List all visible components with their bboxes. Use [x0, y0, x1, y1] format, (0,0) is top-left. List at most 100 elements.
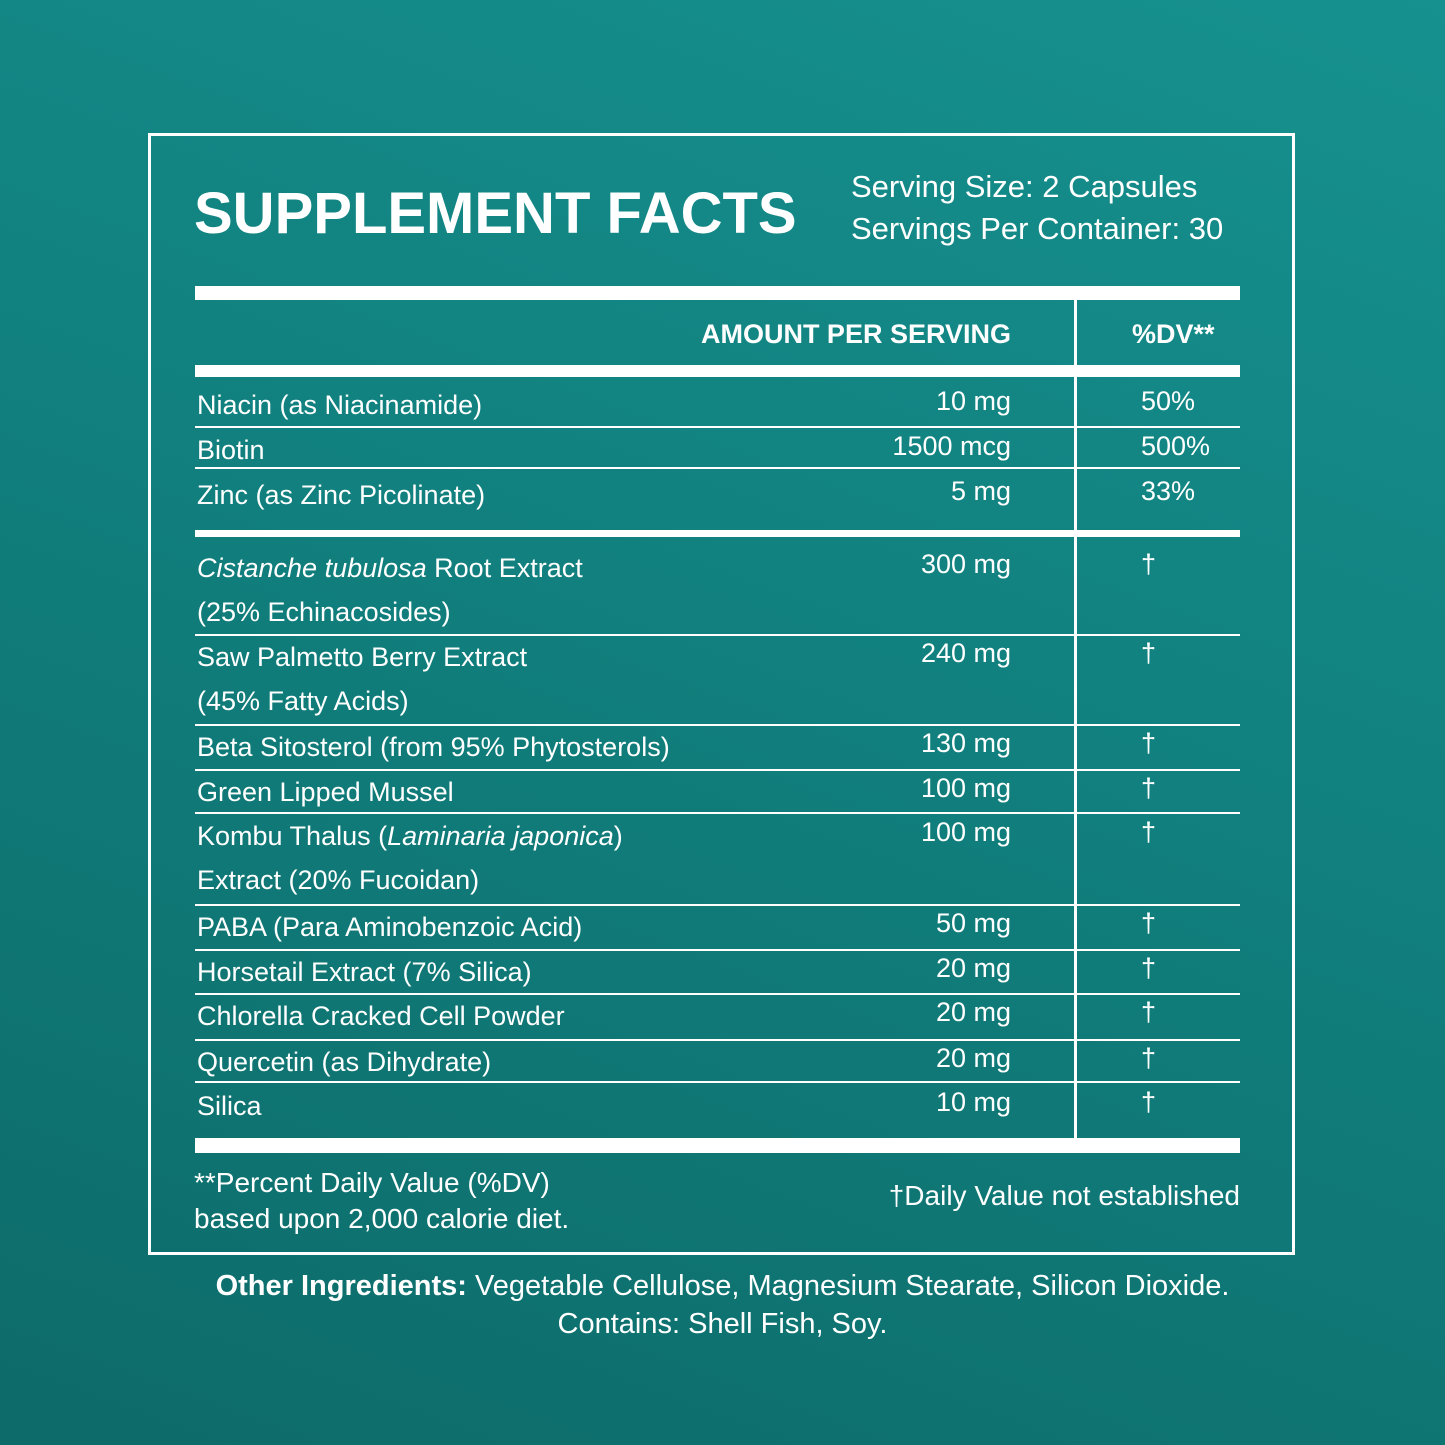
row-divider — [195, 1039, 1240, 1041]
ingredient-row: Zinc (as Zinc Picolinate) 5 mg 33% — [195, 468, 1240, 530]
ingredient-amount: 1500 mcg — [892, 431, 1011, 461]
dv-footnote-line2: based upon 2,000 calorie diet. — [194, 1203, 570, 1234]
row-divider — [195, 904, 1240, 906]
ingredient-name-line: Cistanche tubulosa Root Extract — [197, 546, 583, 590]
ingredient-amount: 300 mg — [920, 549, 1011, 579]
ingredient-name-segment: PABA (Para Aminobenzoic Acid) — [197, 912, 583, 942]
ingredient-row: Cistanche tubulosa Root Extract (25% Echi… — [195, 537, 1240, 635]
ingredient-row: Beta Sitosterol (from 95% Phytosterols) 1… — [195, 725, 1240, 770]
row-divider — [195, 1081, 1240, 1083]
ingredient-daily-value: 500% — [1141, 431, 1211, 461]
allergen-statement: Contains: Shell Fish, Soy. — [557, 1308, 888, 1340]
ingredient-name-line: Quercetin (as Dihydrate) — [197, 1040, 491, 1084]
ingredient-name: Silica — [197, 1084, 262, 1128]
ingredient-daily-value: † — [1141, 817, 1157, 847]
ingredient-name-segment: Saw Palmetto Berry Extract — [197, 642, 528, 672]
ingredient-daily-value: † — [1141, 953, 1157, 983]
ingredient-name: Cistanche tubulosa Root Extract (25% Echi… — [197, 546, 583, 634]
ingredient-daily-value: † — [1141, 1087, 1157, 1117]
ingredient-row: Saw Palmetto Berry Extract (45% Fatty Aci… — [195, 635, 1240, 725]
ingredient-amount: 20 mg — [935, 953, 1011, 983]
row-divider — [195, 769, 1240, 771]
ingredient-name-segment: Horsetail Extract (7% Silica) — [197, 957, 532, 987]
ingredient-name-line: Niacin (as Niacinamide) — [197, 387, 482, 423]
ingredient-amount: 20 mg — [935, 997, 1011, 1027]
ingredient-name: Saw Palmetto Berry Extract (45% Fatty Aci… — [197, 635, 527, 723]
row-divider — [195, 724, 1240, 726]
ingredient-name: Quercetin (as Dihydrate) — [197, 1040, 491, 1084]
ingredient-amount: 10 mg — [935, 1087, 1011, 1117]
other-ingredients-label: Other Ingredients: — [215, 1270, 467, 1302]
panel-title: SUPPLEMENT FACTS — [194, 181, 797, 246]
other-ingredients: Other Ingredients: Vegetable Cellulose, … — [0, 1267, 1445, 1343]
ingredient-name-line: Silica — [197, 1084, 262, 1128]
ingredient-name: Niacin (as Niacinamide) — [197, 387, 482, 423]
row-divider — [195, 812, 1240, 814]
ingredient-amount: 5 mg — [950, 476, 1011, 506]
dv-footnote: **Percent Daily Value (%DV) based upon 2… — [194, 1165, 569, 1237]
ingredient-name-line: Zinc (as Zinc Picolinate) — [197, 477, 485, 513]
ingredient-name-line: Extract (20% Fucoidan) — [197, 858, 623, 902]
ingredient-name-segment: Green Lipped Mussel — [197, 777, 454, 807]
ingredient-name-segment: Zinc (as Zinc Picolinate) — [197, 480, 486, 510]
ingredient-name-line: Horsetail Extract (7% Silica) — [197, 950, 532, 994]
ingredient-daily-value: † — [1141, 728, 1157, 758]
ingredient-amount: 240 mg — [920, 638, 1011, 668]
ingredient-daily-value: † — [1141, 908, 1157, 938]
ingredient-name: Green Lipped Mussel — [197, 770, 454, 814]
header-divider-bar — [195, 365, 1240, 377]
other-ingredients-text: Vegetable Cellulose, Magnesium Stearate,… — [466, 1270, 1230, 1302]
ingredient-name-line: (25% Echinacosides) — [197, 590, 583, 634]
ingredient-row: Kombu Thalus (Laminaria japonica) Extract… — [195, 813, 1240, 905]
ingredient-name-segment: (45% Fatty Acids) — [197, 686, 409, 716]
ingredient-row: Quercetin (as Dihydrate) 20 mg † — [195, 1040, 1240, 1082]
row-divider — [195, 949, 1240, 951]
ingredient-name: Zinc (as Zinc Picolinate) — [197, 477, 485, 513]
row-divider — [195, 634, 1240, 636]
row-divider — [195, 467, 1240, 469]
ingredient-amount: 100 mg — [920, 817, 1011, 847]
supplement-facts-panel — [148, 133, 1295, 1255]
ingredient-name-line: Beta Sitosterol (from 95% Phytosterols) — [197, 725, 670, 769]
ingredient-name-segment: ) — [613, 821, 623, 851]
ingredient-name-line: Saw Palmetto Berry Extract — [197, 635, 527, 679]
ingredient-name: Horsetail Extract (7% Silica) — [197, 950, 532, 994]
ingredient-name-segment: Quercetin (as Dihydrate) — [197, 1047, 492, 1077]
ingredient-name-line: (45% Fatty Acids) — [197, 679, 527, 723]
not-established-footnote: †Daily Value not established — [888, 1180, 1240, 1211]
ingredient-name-segment: Extract (20% Fucoidan) — [197, 865, 480, 895]
header-daily-value: %DV** — [1132, 319, 1215, 349]
ingredient-name-segment: Root Extract — [426, 553, 583, 583]
ingredient-name-segment: Beta Sitosterol (from 95% Phytosterols) — [197, 732, 670, 762]
ingredient-name-segment: Cistanche tubulosa — [197, 553, 427, 583]
ingredient-name: Chlorella Cracked Cell Powder — [197, 994, 565, 1038]
ingredient-name-line: Green Lipped Mussel — [197, 770, 454, 814]
column-divider — [1074, 300, 1077, 1138]
ingredient-name-line: Biotin — [197, 432, 265, 468]
ingredient-row: Horsetail Extract (7% Silica) 20 mg † — [195, 950, 1240, 994]
header-amount-per-serving: AMOUNT PER SERVING — [700, 319, 1011, 349]
ingredient-name: PABA (Para Aminobenzoic Acid) — [197, 905, 582, 949]
bottom-divider-bar — [195, 1138, 1240, 1153]
ingredient-daily-value: 33% — [1141, 476, 1196, 506]
ingredient-daily-value: † — [1141, 773, 1157, 803]
ingredient-name-line: PABA (Para Aminobenzoic Acid) — [197, 905, 582, 949]
servings-per-container: Servings Per Container: 30 — [851, 211, 1224, 246]
ingredient-name-segment: Laminaria japonica — [387, 821, 614, 851]
row-divider — [195, 993, 1240, 995]
ingredient-name: Kombu Thalus (Laminaria japonica) Extract… — [197, 814, 623, 902]
ingredient-name-segment: Biotin — [197, 435, 265, 465]
ingredient-amount: 100 mg — [920, 773, 1011, 803]
ingredient-name: Beta Sitosterol (from 95% Phytosterols) — [197, 725, 670, 769]
top-divider-bar — [195, 286, 1240, 300]
ingredient-amount: 50 mg — [935, 908, 1011, 938]
ingredient-daily-value: † — [1141, 1043, 1157, 1073]
ingredient-name-segment: (25% Echinacosides) — [197, 597, 451, 627]
ingredient-amount: 130 mg — [920, 728, 1011, 758]
ingredient-row: Silica 10 mg † — [195, 1082, 1240, 1138]
ingredient-daily-value: 50% — [1141, 386, 1196, 416]
serving-info: Serving Size: 2 Capsules Servings Per Co… — [851, 166, 1223, 250]
ingredient-row: Niacin (as Niacinamide) 10 mg 50% — [195, 377, 1240, 427]
section-divider-bar — [195, 530, 1240, 537]
ingredient-name: Biotin — [197, 432, 265, 468]
